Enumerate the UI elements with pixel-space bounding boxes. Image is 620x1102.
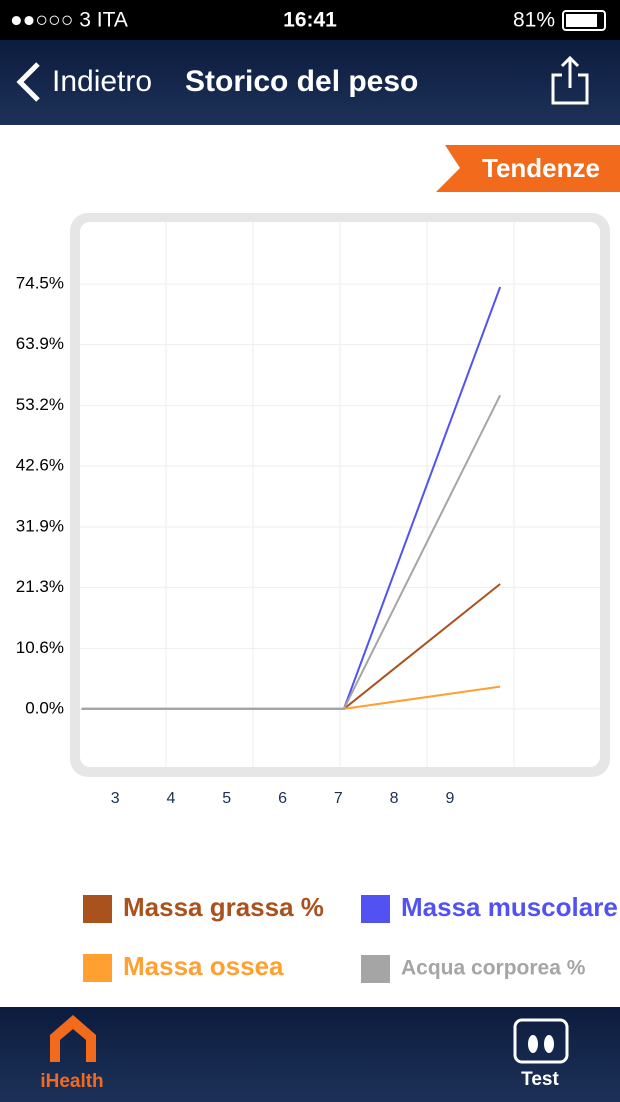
back-button[interactable]: Indietro	[52, 65, 152, 98]
x-tick-label: 7	[334, 790, 343, 807]
x-tick-label: 9	[445, 790, 454, 807]
ihealth-icon[interactable]	[50, 1015, 96, 1062]
back-arrow[interactable]	[16, 62, 40, 102]
x-tick-label: 6	[278, 790, 287, 807]
nav-title: Storico del peso	[185, 65, 418, 98]
trend-button[interactable]	[436, 145, 620, 192]
y-tick-label: 0.0%	[25, 698, 64, 717]
legend-label: Massa grassa %	[123, 892, 324, 922]
carrier: ●●○○○ 3 ITA	[10, 9, 128, 32]
battery-icon	[562, 10, 606, 31]
y-tick-label: 63.9%	[16, 334, 64, 353]
y-tick-label: 31.9%	[16, 516, 64, 535]
tab-label[interactable]: iHealth	[40, 1071, 103, 1092]
y-tick-label: 53.2%	[16, 395, 64, 414]
x-tick-label: 3	[111, 790, 120, 807]
feet-icon	[528, 1035, 554, 1053]
trend-label[interactable]: Tendenze	[482, 153, 600, 183]
battery-level	[566, 14, 597, 27]
legend-swatch	[83, 954, 112, 982]
legend-label: Massa ossea	[123, 951, 284, 981]
legend-swatch	[83, 895, 112, 923]
x-tick-label: 4	[166, 790, 175, 807]
x-tick-label: 5	[222, 790, 231, 807]
legend-swatch	[361, 955, 390, 983]
legend-label: Acqua corporea %	[401, 957, 586, 980]
test-icon[interactable]	[513, 1018, 569, 1064]
y-tick-label: 10.6%	[16, 638, 64, 657]
series-line	[81, 394, 502, 710]
status-bar	[0, 0, 620, 40]
nav-bar	[0, 40, 620, 125]
y-tick-label: 42.6%	[16, 455, 64, 474]
legend-label: Massa muscolare	[401, 892, 618, 922]
y-tick-label: 21.3%	[16, 577, 64, 596]
tab-label[interactable]: Test	[521, 1069, 559, 1090]
x-tick-label: 8	[390, 790, 399, 807]
vertical-grid	[165, 222, 515, 767]
y-tick-label: 74.5%	[16, 274, 64, 293]
legend-swatch	[361, 895, 390, 923]
battery-percent: 81%	[513, 9, 555, 32]
clock: 16:41	[283, 9, 337, 32]
share-button[interactable]	[551, 55, 589, 105]
